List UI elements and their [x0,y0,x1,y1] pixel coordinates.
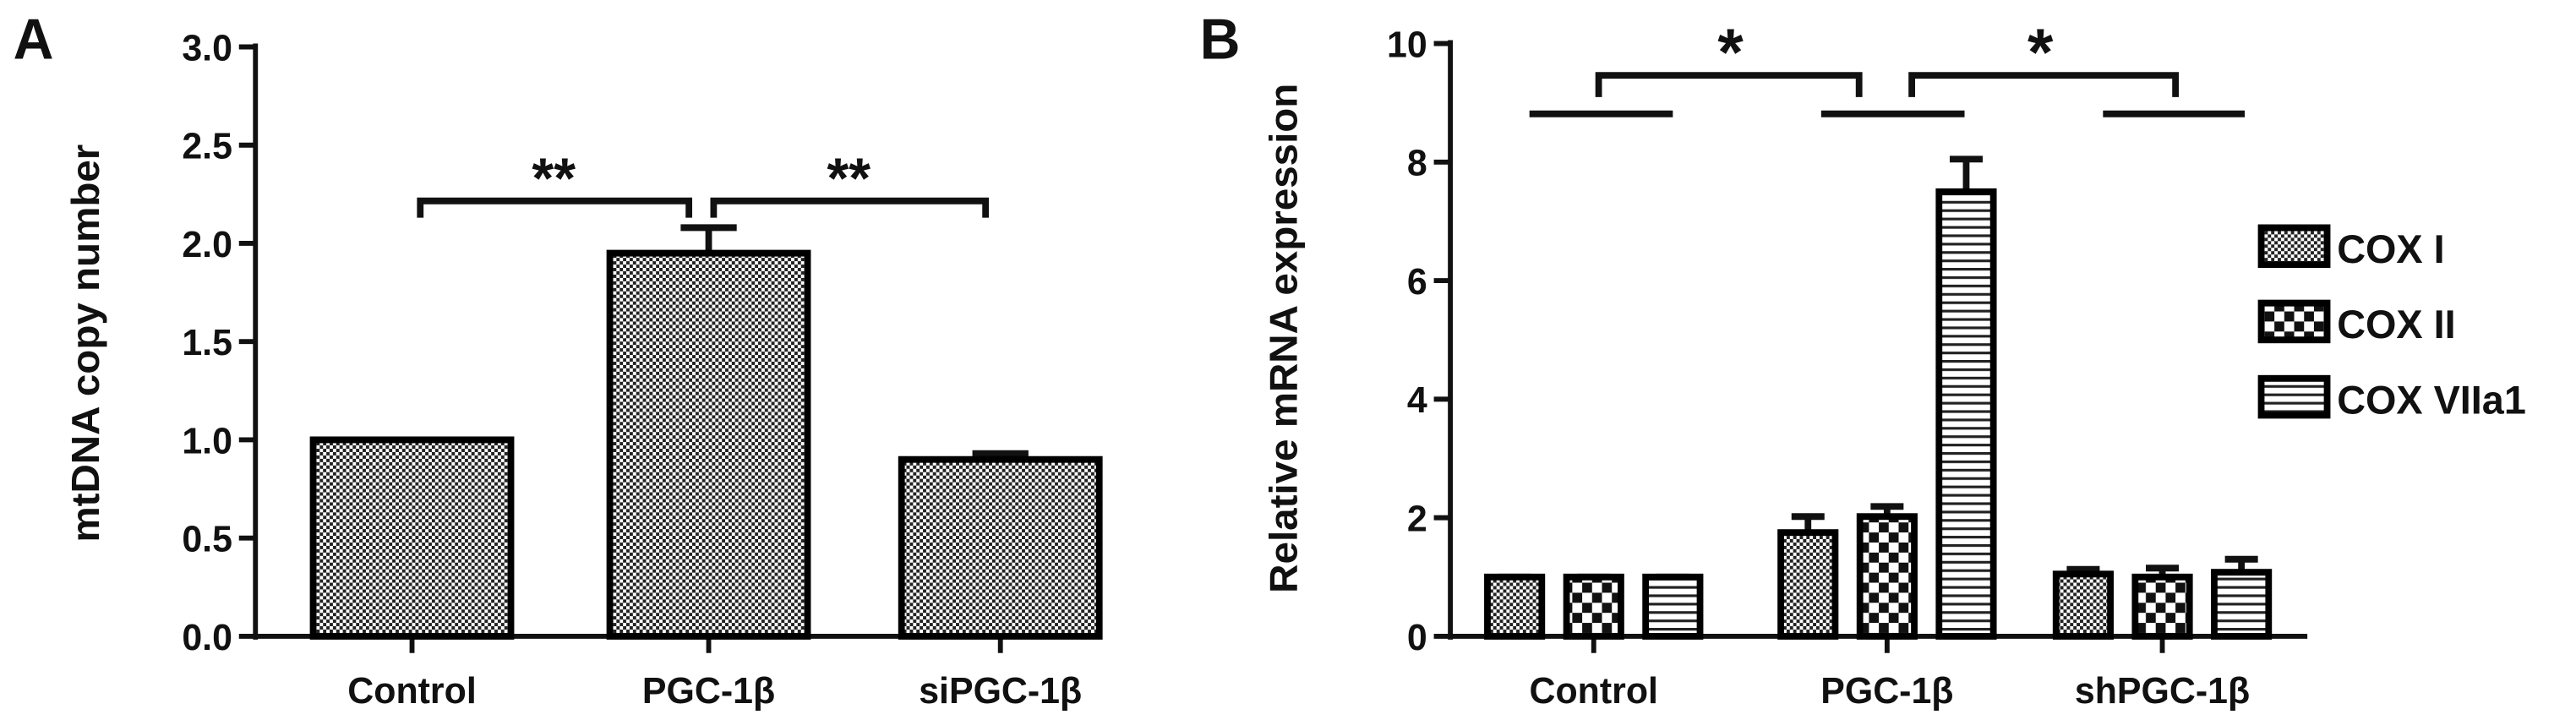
significance-label: ** [532,147,576,210]
error-bar [680,224,737,254]
bar [2131,573,2193,640]
legend-label: COX VIIa1 [2337,377,2526,422]
y-tick-label: 4 [1407,380,1427,421]
x-tick-label: Control [347,671,476,712]
bar [1856,513,1918,640]
x-tick-label: PGC-1β [1820,671,1953,712]
error-bar [1949,155,1983,192]
y-tick-label: 1.0 [182,421,232,461]
significance-bracket [417,197,990,218]
x-tick-label: Control [1530,671,1658,712]
significance-label: * [1717,15,1744,90]
y-tick-label: 2.0 [182,225,232,265]
y-tick-label: 0.0 [182,617,232,657]
legend-swatch [2257,224,2331,269]
y-tick-label: 2 [1407,499,1427,539]
y-tick-label: 0 [1407,617,1427,657]
legend-label: COX I [2337,226,2444,271]
bar [1642,573,1704,640]
bar [309,436,515,640]
x-tick-label: siPGC-1β [919,671,1082,712]
y-tick-label: 10 [1387,25,1427,65]
panel-label: A [14,8,54,72]
y-tick-label: 2.5 [182,126,232,166]
y-tick-label: 0.5 [182,519,232,559]
panel-label: B [1200,8,1241,72]
bar [606,249,811,640]
y-axis-label: mtDNA copy number [63,145,107,543]
significance-label: ** [827,147,870,210]
significance-label: * [2028,15,2054,90]
bar [2052,570,2114,640]
significance-bracket [1529,72,2246,117]
bar [1777,529,1839,640]
y-axis-label: Relative mRNA expression [1261,84,1306,593]
bar [1935,188,1997,640]
y-tick-label: 8 [1407,143,1427,183]
y-tick-label: 6 [1407,262,1427,303]
x-tick-label: shPGC-1β [2075,671,2250,712]
x-tick-label: PGC-1β [642,671,775,712]
bar [1484,573,1546,640]
y-tick-label: 3.0 [182,28,232,68]
y-tick-label: 1.5 [182,323,232,363]
bar [1563,573,1624,640]
legend-swatch [2257,374,2331,419]
bar [2211,569,2273,640]
legend-label: COX II [2337,302,2455,346]
bar [898,455,1103,640]
legend-swatch [2257,299,2331,344]
